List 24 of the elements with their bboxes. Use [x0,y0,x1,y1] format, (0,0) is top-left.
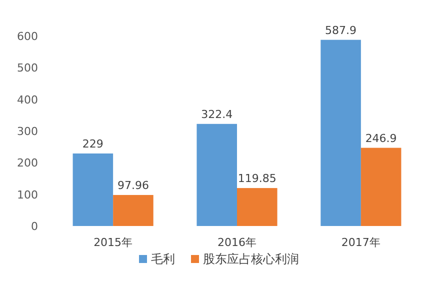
data-label: 246.9 [365,132,397,145]
y-tick-label: 600 [17,30,38,43]
y-tick-label: 500 [17,62,38,75]
data-label: 97.96 [117,178,149,192]
legend-label: 股东应占核心利润 [203,252,299,266]
x-tick-label: 2015年 [94,236,133,249]
legend-label: 毛利 [151,252,175,266]
bar [237,188,278,226]
bar [72,153,114,226]
data-label: 587.9 [325,24,357,37]
bar [113,194,154,226]
y-tick-label: 300 [17,125,38,138]
y-tick-label: 200 [17,156,38,170]
y-tick-label: 0 [31,220,38,233]
y-tick-label: 100 [17,188,38,202]
data-label: 119.85 [238,172,276,186]
x-tick-label: 2016年 [218,236,256,249]
y-tick-label: 400 [17,93,38,106]
data-label: 322.4 [201,108,233,121]
bar [320,40,361,226]
x-tick-label: 2017年 [341,236,380,249]
data-label: 229 [82,137,104,150]
bar [360,148,402,226]
bar [196,124,237,226]
